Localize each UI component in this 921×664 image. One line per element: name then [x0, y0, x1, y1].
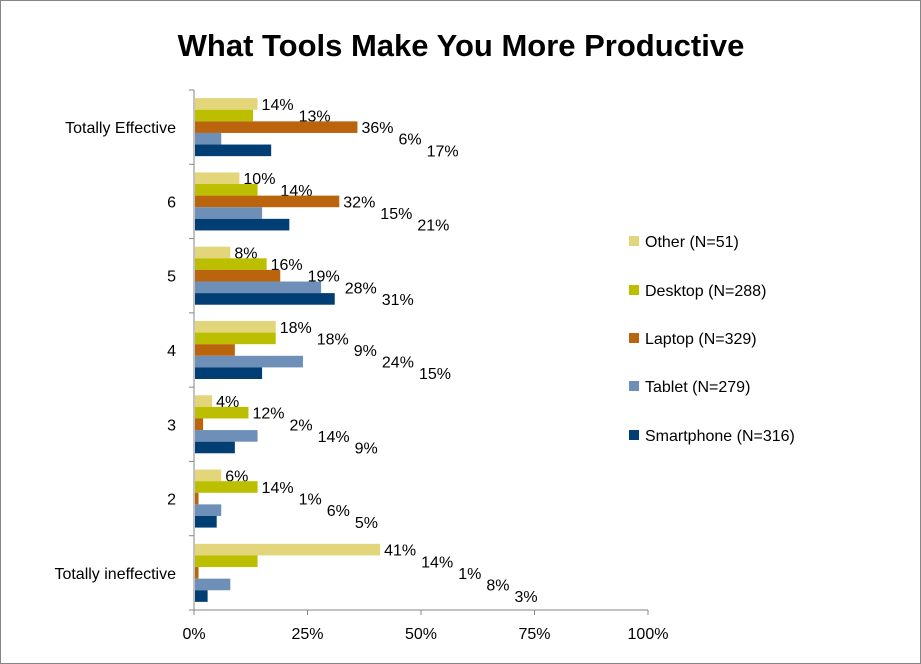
data-label: 16% — [271, 257, 303, 274]
bar — [195, 469, 222, 482]
legend-entry: Smartphone (N=316) — [645, 428, 795, 445]
bar — [195, 543, 381, 556]
data-label: 8% — [486, 577, 509, 594]
data-label: 14% — [262, 97, 294, 114]
bar — [195, 344, 235, 356]
data-label: 6% — [327, 503, 350, 520]
data-label: 31% — [382, 292, 414, 309]
data-label: 14% — [318, 429, 350, 446]
legend: Other (N=51) Desktop (N=288) Laptop (N=329… — [629, 234, 795, 445]
bar — [195, 367, 263, 379]
data-label: 14% — [262, 480, 294, 497]
x-tick-label: 50% — [405, 626, 437, 643]
bar — [195, 395, 213, 407]
bar — [195, 355, 303, 368]
data-label: 3% — [514, 589, 537, 606]
data-label: 15% — [380, 206, 412, 223]
bar — [195, 590, 208, 602]
data-label: 21% — [417, 218, 449, 235]
legend-entry: Tablet (N=279) — [645, 379, 750, 396]
bar — [195, 418, 204, 431]
data-label: 2% — [290, 417, 313, 434]
bar — [195, 504, 222, 516]
legend-entry: Laptop (N=329) — [645, 331, 757, 348]
bar — [195, 281, 322, 294]
plot-area: 0% 25% 50% 75% 100%Totally Effective14%13%36… — [54, 89, 669, 643]
legend-swatch — [629, 236, 639, 246]
data-label: 13% — [299, 109, 331, 126]
data-label: 12% — [252, 406, 284, 423]
category-label: Totally ineffective — [54, 566, 176, 583]
data-label: 18% — [280, 320, 312, 337]
data-label: 15% — [419, 366, 451, 383]
data-label: 6% — [398, 132, 421, 149]
data-label: 9% — [355, 440, 378, 457]
data-label: 18% — [317, 331, 349, 348]
data-label: 5% — [355, 515, 378, 532]
data-label: 36% — [361, 120, 393, 137]
legend-entry: Desktop (N=288) — [645, 283, 766, 300]
bar — [195, 218, 290, 231]
data-label: 14% — [280, 183, 312, 200]
legend-entry: Other (N=51) — [645, 234, 739, 251]
data-label: 10% — [243, 171, 275, 188]
data-label: 28% — [345, 280, 377, 297]
data-label: 8% — [234, 246, 257, 263]
bar — [195, 321, 276, 333]
bar — [195, 121, 358, 133]
data-label: 4% — [216, 394, 239, 411]
category-label: 2 — [167, 492, 176, 509]
data-label: 32% — [343, 194, 375, 211]
x-tick-label: 0% — [182, 626, 205, 643]
bar — [195, 441, 235, 454]
bar — [195, 567, 199, 579]
bar — [195, 184, 258, 196]
bar — [195, 98, 258, 110]
data-label: 6% — [225, 468, 248, 485]
data-label: 17% — [427, 143, 459, 160]
x-tick-label: 75% — [518, 626, 550, 643]
bar — [195, 258, 267, 270]
data-label: 19% — [308, 269, 340, 286]
x-tick-label: 25% — [291, 626, 323, 643]
bar — [195, 269, 281, 282]
category-label: 5 — [167, 269, 176, 286]
chart-title: What Tools Make You More Productive — [178, 28, 745, 63]
bar — [195, 332, 276, 345]
data-label: 14% — [421, 554, 453, 571]
bar — [195, 132, 222, 145]
data-label: 1% — [299, 492, 322, 509]
data-label: 1% — [458, 566, 481, 583]
bar — [195, 109, 254, 122]
data-label: 9% — [354, 343, 377, 360]
category-label: Totally Effective — [65, 120, 176, 137]
data-label: 41% — [384, 543, 416, 560]
bar — [195, 492, 199, 505]
x-tick-label: 100% — [628, 626, 669, 643]
bar — [195, 481, 258, 493]
data-label: 24% — [382, 355, 414, 372]
bar — [195, 172, 240, 185]
bar — [195, 144, 272, 157]
category-label: 4 — [167, 343, 176, 360]
category-label: 6 — [167, 194, 176, 211]
legend-swatch — [629, 381, 639, 391]
bar — [195, 406, 249, 419]
bar — [195, 430, 258, 442]
bar — [195, 246, 231, 259]
legend-swatch — [629, 333, 639, 343]
bar — [195, 578, 231, 591]
bar — [195, 207, 263, 219]
bar — [195, 515, 217, 528]
bar — [195, 293, 335, 305]
legend-swatch — [629, 285, 639, 295]
bar — [195, 555, 258, 568]
bar — [195, 195, 340, 208]
category-label: 3 — [167, 417, 176, 434]
legend-swatch — [629, 430, 639, 440]
